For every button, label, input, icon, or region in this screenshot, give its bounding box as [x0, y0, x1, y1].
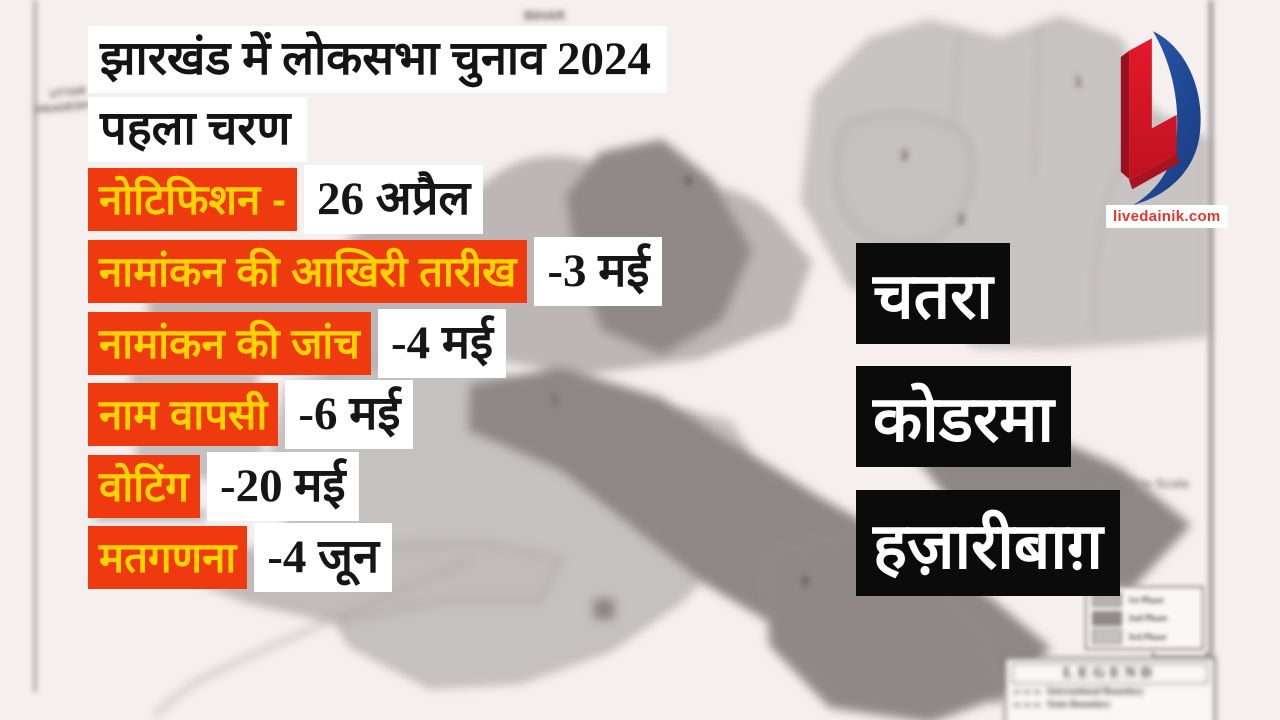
schedule-value: -4 मई	[377, 309, 507, 378]
district-number: 9	[801, 573, 809, 590]
schedule-value: -4 जून	[254, 523, 393, 592]
logo-red-l-side	[1120, 50, 1130, 180]
phase-row: 2nd Phase	[1092, 610, 1197, 626]
schedule-row-voting: वोटिंग -20 मई	[88, 452, 359, 521]
logo-red-l-front	[1129, 38, 1177, 181]
phase-label: 3rd Phase	[1128, 631, 1167, 642]
schedule-label: नामांकन की आखिरी तारीख	[88, 240, 528, 303]
legend-label: State Boundary	[1047, 700, 1111, 710]
district-number: 3	[900, 147, 908, 164]
schedule-value: 26 अप्रैल	[304, 165, 484, 234]
district-number: 1	[1074, 73, 1082, 90]
map-frame-lines	[33, 0, 1213, 720]
legend-title: LEGEND	[1012, 663, 1208, 684]
constituency-chatra: चतरा	[856, 243, 1010, 344]
boundary-line-sample	[1014, 704, 1040, 706]
schedule-value: -20 मई	[206, 452, 359, 521]
boundary-line-sample	[1014, 691, 1040, 693]
legend-label: International Boundary	[1047, 687, 1144, 697]
map-legend: LEGEND International Boundary State Boun…	[1004, 657, 1216, 720]
phase-row: 3rd Phase	[1092, 629, 1197, 644]
phase-label: 2nd Phase	[1128, 613, 1168, 623]
schedule-value: -3 मई	[534, 237, 663, 306]
schedule-row-withdrawal: नाम वापसी -6 मई	[88, 380, 414, 449]
logo-red-l-bevel	[1129, 154, 1180, 190]
schedule-row-counting: मतगणना -4 जून	[88, 523, 393, 592]
legend-row: International Boundary	[1014, 687, 1206, 697]
schedule-label: नामांकन की जांच	[88, 312, 371, 375]
headline-title: झारखंड में लोकसभा चुनाव 2024	[88, 26, 667, 93]
scale-note-label: Map not to Scale	[1086, 476, 1189, 491]
schedule-value: -6 मई	[285, 380, 414, 449]
legend-row: State Boundary	[1014, 700, 1206, 710]
district-number: 5	[684, 173, 692, 190]
livedainik-logo-mark	[1120, 31, 1201, 205]
schedule-row-notification: नोटिफिशन - 26 अप्रैल	[88, 165, 484, 234]
uttar-pradesh-label-2: PRADESH	[35, 99, 90, 117]
logo-blue-d	[1133, 31, 1201, 205]
schedule-row-scrutiny: नामांकन की जांच -4 मई	[88, 309, 507, 378]
phase-label: 1st Phase	[1128, 594, 1164, 605]
bihar-label: BIHAR	[524, 8, 566, 23]
schedule-label: नाम वापसी	[88, 383, 279, 446]
constituency-koderma: कोडरमा	[856, 366, 1071, 467]
uttar-pradesh-label-1: UTTAR	[49, 85, 87, 101]
constituency-hazaribagh: हज़ारीबाग़	[856, 490, 1120, 596]
district-shape	[834, 112, 975, 246]
livedainik-logo	[1104, 28, 1208, 213]
schedule-label: मतगणना	[88, 526, 248, 589]
schedule-label: नोटिफिशन -	[88, 168, 298, 231]
schedule-row-nomination-last-date: नामांकन की आखिरी तारीख -3 मई	[88, 237, 663, 306]
map-labels: BIHAR UTTAR PRADESH Map not to Scale 1 3…	[35, 8, 1189, 590]
phase-swatch	[1092, 629, 1122, 644]
district-number: 2	[957, 211, 965, 228]
phase-swatch	[1092, 610, 1122, 626]
brand-domain: livedainik.com	[1106, 205, 1228, 228]
district-number: 1	[550, 391, 558, 408]
schedule-label: वोटिंग	[88, 455, 200, 518]
headline-phase: पहला चरण	[88, 97, 307, 162]
